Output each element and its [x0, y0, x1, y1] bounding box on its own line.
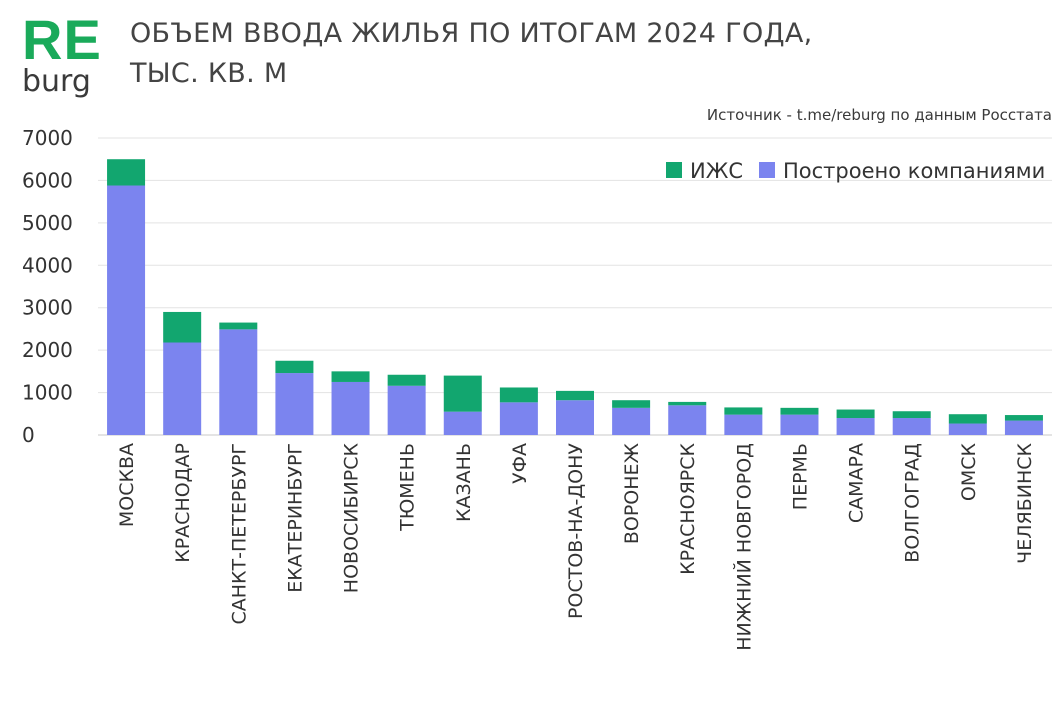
chart-title-line-1: ОБЪЕМ ВВОДА ЖИЛЬЯ ПО ИТОГАМ 2024 ГОДА, [130, 18, 813, 49]
bar-izhs [556, 390, 594, 401]
logo: RE burg [22, 10, 102, 105]
legend-swatch-izhs [666, 162, 682, 178]
bar-companies [1004, 420, 1043, 435]
bar-izhs [387, 374, 426, 386]
bar-companies [556, 400, 594, 435]
x-tick-label: НИЖНИЙ НОВГОРОД [732, 443, 755, 651]
bar-companies [275, 373, 314, 435]
x-tick-label: ОМСК [958, 442, 980, 501]
x-tick-label: САМАРА [846, 443, 868, 523]
bar-companies [443, 411, 482, 435]
bars [107, 159, 1043, 435]
bar-izhs [948, 414, 987, 424]
y-tick-label: 0 [22, 423, 35, 447]
bar-companies [163, 342, 202, 435]
bar-izhs [724, 407, 763, 415]
bar-companies [780, 414, 819, 435]
bar-companies [892, 418, 931, 435]
bar-izhs [892, 411, 931, 419]
bar-companies [724, 414, 763, 435]
logo-burg-text: burg [22, 64, 91, 99]
x-tick-label: КРАСНОДАР [172, 443, 194, 563]
y-axis-ticks: 0 1000 2000 3000 4000 5000 6000 7000 [22, 126, 73, 447]
bar-companies [107, 185, 146, 435]
bar-izhs [668, 401, 707, 406]
x-tick-label: РОСТОВ-НА-ДОНУ [565, 443, 587, 619]
legend-swatch-companies [759, 162, 775, 178]
x-tick-label: ТЮМЕНЬ [397, 443, 419, 532]
x-tick-label: ПЕРМЬ [789, 443, 811, 510]
bar-izhs [331, 371, 370, 382]
bar-izhs [107, 159, 146, 186]
x-tick-label: КАЗАНЬ [453, 443, 475, 522]
y-tick-label: 1000 [22, 381, 73, 405]
bar-companies [836, 418, 875, 435]
y-tick-label: 7000 [22, 126, 73, 150]
x-tick-label: САНКТ-ПЕТЕРБУРГ [228, 443, 250, 625]
bar-companies [668, 405, 707, 435]
bar-izhs [499, 387, 538, 403]
x-tick-label: НОВОСИБИРСК [341, 443, 363, 594]
x-tick-label: ЕКАТЕРИНБУРГ [284, 443, 306, 593]
bar-companies [612, 407, 651, 435]
bar-izhs [219, 322, 258, 330]
y-tick-label: 5000 [22, 211, 73, 235]
bar-izhs [443, 375, 482, 412]
x-tick-label: КРАСНОЯРСК [677, 442, 699, 574]
bar-izhs [780, 407, 819, 415]
y-tick-label: 6000 [22, 168, 73, 192]
y-tick-label: 4000 [22, 253, 73, 277]
x-tick-label: ВОЛГОГРАД [902, 443, 924, 563]
bar-izhs [275, 360, 314, 374]
y-tick-label: 3000 [22, 296, 73, 320]
legend-label-companies: Построено компаниями [783, 159, 1045, 183]
chart-title-line-2: ТЫС. КВ. М [130, 58, 288, 89]
bar-izhs [836, 409, 875, 419]
y-tick-label: 2000 [22, 338, 73, 362]
legend-label-izhs: ИЖС [690, 159, 743, 183]
bar-companies [948, 423, 987, 435]
x-tick-label: ЧЕЛЯБИНСК [1014, 442, 1036, 563]
legend: ИЖС Построено компаниями [666, 159, 1045, 183]
chart-title: ОБЪЕМ ВВОДА ЖИЛЬЯ ПО ИТОГАМ 2024 ГОДА, Т… [130, 14, 850, 94]
bar-companies [499, 402, 538, 435]
bar-izhs [1004, 415, 1043, 421]
x-tick-label: ВОРОНЕЖ [621, 442, 643, 544]
x-tick-label: УФА [509, 443, 531, 484]
bar-companies [331, 381, 370, 435]
bar-izhs [612, 400, 651, 408]
source-note: Источник - t.me/reburg по данным Росстат… [706, 106, 1052, 124]
logo-re-text: RE [22, 8, 102, 71]
bar-companies [219, 329, 258, 435]
x-tick-label: МОСКВА [116, 443, 138, 527]
bar-izhs [163, 311, 202, 343]
bar-companies [387, 385, 426, 435]
x-axis-labels: МОСКВА КРАСНОДАР САНКТ-ПЕТЕРБУРГ ЕКАТЕРИНБУ… [116, 442, 1036, 650]
